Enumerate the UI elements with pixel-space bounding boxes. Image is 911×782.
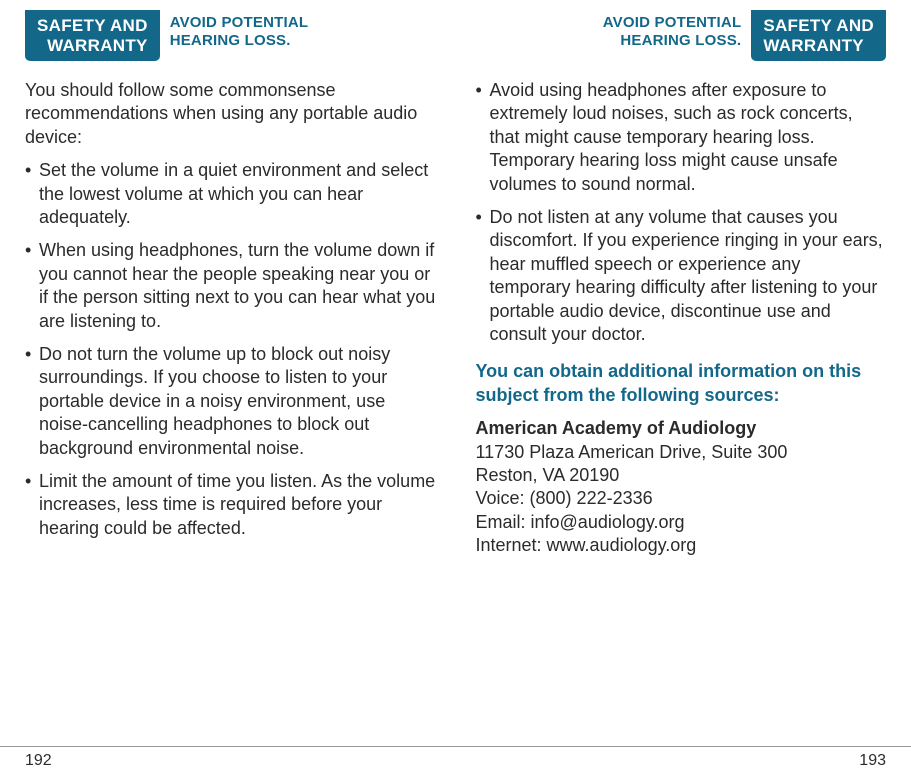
right-subhead: AVOID POTENTIAL HEARING LOSS. — [603, 14, 742, 50]
right-tab: SAFETY AND WARRANTY — [751, 10, 886, 61]
source-addr2: Reston, VA 20190 — [476, 464, 887, 487]
source-block: American Academy of Audiology 11730 Plaz… — [476, 417, 887, 557]
tab-line1: SAFETY AND — [37, 16, 148, 36]
right-page-number: 193 — [456, 752, 911, 770]
bullet-text: Set the volume in a quiet environment an… — [39, 159, 436, 229]
bullet-text: Avoid using headphones after exposure to… — [490, 79, 887, 196]
right-header: AVOID POTENTIAL HEARING LOSS. SAFETY AND… — [476, 10, 887, 61]
left-subhead: AVOID POTENTIAL HEARING LOSS. — [170, 14, 309, 50]
bullet-dot-icon: • — [25, 159, 39, 229]
bullet-text: Do not listen at any volume that causes … — [490, 206, 887, 346]
bullet-item: • When using headphones, turn the volume… — [25, 239, 436, 333]
bullet-text: Do not turn the volume up to block out n… — [39, 343, 436, 460]
tab-line2: WARRANTY — [37, 36, 148, 56]
source-title: American Academy of Audiology — [476, 417, 887, 440]
bullet-item: • Avoid using headphones after exposure … — [476, 79, 887, 196]
bullet-item: • Limit the amount of time you listen. A… — [25, 470, 436, 540]
bullet-text: Limit the amount of time you listen. As … — [39, 470, 436, 540]
bullet-item: • Do not turn the volume up to block out… — [25, 343, 436, 460]
source-voice: Voice: (800) 222-2336 — [476, 487, 887, 510]
subhead-line2: HEARING LOSS. — [603, 32, 742, 50]
bullet-dot-icon: • — [25, 470, 39, 540]
bullet-dot-icon: • — [25, 239, 39, 333]
left-footer: 192 — [0, 746, 456, 770]
tab-line1: SAFETY AND — [763, 16, 874, 36]
bullet-item: • Set the volume in a quiet environment … — [25, 159, 436, 229]
bullet-dot-icon: • — [476, 206, 490, 346]
left-page-number: 192 — [0, 752, 456, 770]
source-internet: Internet: www.audiology.org — [476, 534, 887, 557]
left-intro: You should follow some commonsense recom… — [25, 79, 436, 149]
bullet-item: • Do not listen at any volume that cause… — [476, 206, 887, 346]
tab-line2: WARRANTY — [763, 36, 874, 56]
source-addr1: 11730 Plaza American Drive, Suite 300 — [476, 441, 887, 464]
left-header: SAFETY AND WARRANTY AVOID POTENTIAL HEAR… — [25, 10, 436, 61]
bullet-dot-icon: • — [25, 343, 39, 460]
right-page: AVOID POTENTIAL HEARING LOSS. SAFETY AND… — [456, 0, 911, 782]
right-footer: 193 — [456, 746, 911, 770]
subhead-line1: AVOID POTENTIAL — [603, 14, 742, 32]
bullet-text: When using headphones, turn the volume d… — [39, 239, 436, 333]
left-page: SAFETY AND WARRANTY AVOID POTENTIAL HEAR… — [0, 0, 456, 782]
subhead-line2: HEARING LOSS. — [170, 32, 309, 50]
subhead-line1: AVOID POTENTIAL — [170, 14, 309, 32]
page-spread: SAFETY AND WARRANTY AVOID POTENTIAL HEAR… — [0, 0, 911, 782]
source-email: Email: info@audiology.org — [476, 511, 887, 534]
bullet-dot-icon: • — [476, 79, 490, 196]
callout-heading: You can obtain additional information on… — [476, 360, 887, 407]
left-tab: SAFETY AND WARRANTY — [25, 10, 160, 61]
